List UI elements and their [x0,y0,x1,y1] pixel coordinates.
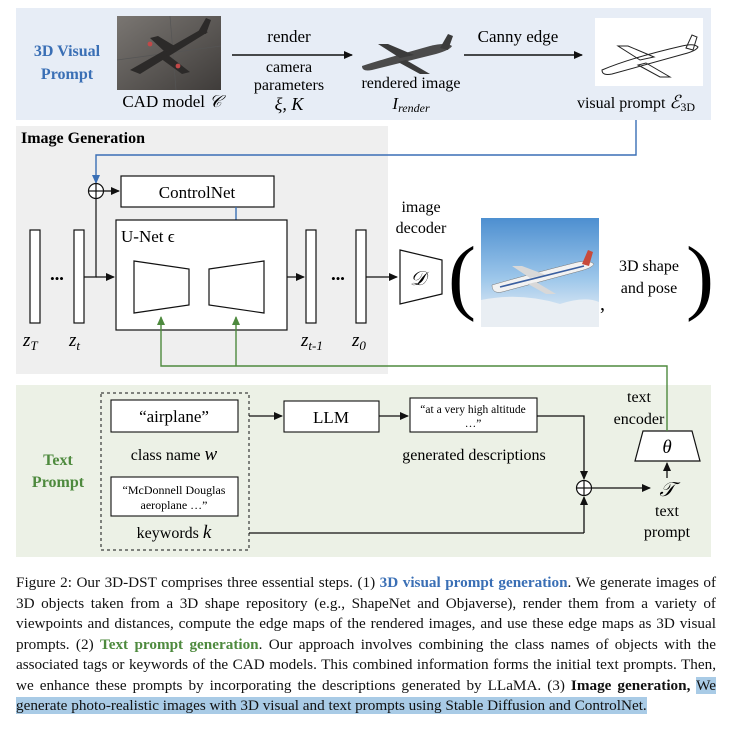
latent-dots-right: ••• [331,271,345,286]
encoder-label-line2: encoder [614,411,665,428]
output-label-line1: 3D shape [619,258,679,275]
descriptions-label: generated descriptions [402,447,546,464]
decoder-symbol: 𝒟 [410,268,430,290]
class-name-label: class name w [131,444,218,465]
cad-model-image [116,15,222,91]
figure-caption: Figure 2: Our 3D-DST comprises three ess… [16,574,716,714]
text-encoder-shape [634,430,701,462]
decoder-shape [399,249,443,305]
descriptions-value-line2: …” [465,418,482,430]
image-generation-title: Image Generation [21,130,145,147]
render-label: render [267,27,311,46]
visual-prompt-label: visual prompt ℰ3D [577,92,695,114]
camera-label-line1: camera [266,59,312,76]
latent-zT-label: zT [22,330,38,353]
edge-map-image [595,18,703,86]
visual-prompt-to-controlnet-line [92,120,637,184]
encoder-to-unet-line [157,316,668,431]
latent-zt-label: zt [68,330,80,353]
output-close-paren: ) [686,230,714,323]
class-name-value: “airplane” [139,407,209,426]
camera-symbols: ξ, K [275,94,305,114]
keywords-value-line1: “McDonnell Douglas [123,483,226,497]
decoder-label-line2: decoder [396,220,447,237]
unet-decoder-shape [208,260,265,314]
output-comma: , [600,293,605,315]
output-label-line2: and pose [621,280,677,297]
keywords-box [110,476,239,517]
class-name-box [110,399,239,433]
controlnet-label: ControlNet [159,183,236,202]
text-prompt-label-line2: prompt [644,524,691,541]
unet-label: U-Net ϵ [121,227,175,246]
visual-prompt-title-line2: Prompt [41,66,94,83]
descriptions-value-line1: “at a very high altitude [420,404,525,416]
keywords-value-line2: aeroplane …” [141,498,208,512]
text-prompt-label-line1: text [655,503,680,520]
rendered-image-label: rendered image [361,75,460,92]
encoder-label-line1: text [627,389,652,406]
latent-z0-label: z0 [351,330,366,353]
camera-label-line2: parameters [254,77,324,94]
llm-label: LLM [313,408,349,427]
text-encoder-theta: θ [662,437,671,458]
rendered-airplane-image [362,34,453,74]
generated-airplane-photo [481,218,599,327]
controlnet-box [120,175,275,208]
caption-step3: Image generation, [570,676,691,694]
caption-step2: Text prompt generation [99,635,259,653]
latent-zt-bar [73,229,85,324]
cad-model-label: CAD model 𝒞 [122,92,226,111]
unet-encoder-shape [133,260,190,314]
latent-zT-bar [29,229,41,324]
canny-edge-label: Canny edge [478,27,559,46]
latent-dots-left: ••• [50,271,64,286]
text-prompt-title-line2: Prompt [32,474,85,491]
latent-z0-bar [355,229,367,324]
keywords-label: keywords k [137,522,212,543]
output-open-paren: ( [448,230,476,323]
descriptions-to-plus-arrow [537,415,588,480]
caption-step1: 3D visual prompt generation [379,574,568,591]
decoder-label-line1: image [401,199,440,216]
latent-zt1-bar [305,229,317,324]
latent-zt1-label: zt-1 [300,330,323,353]
visual-prompt-title-line1: 3D Visual [34,43,101,60]
class-keyword-group [100,392,250,551]
pipeline-diagram: 3D Visual Prompt CAD model 𝒞 render came… [16,8,714,557]
text-prompt-title-line1: Text [43,452,73,469]
rendered-image-symbol: Irender [391,94,430,115]
descriptions-box [409,397,538,433]
